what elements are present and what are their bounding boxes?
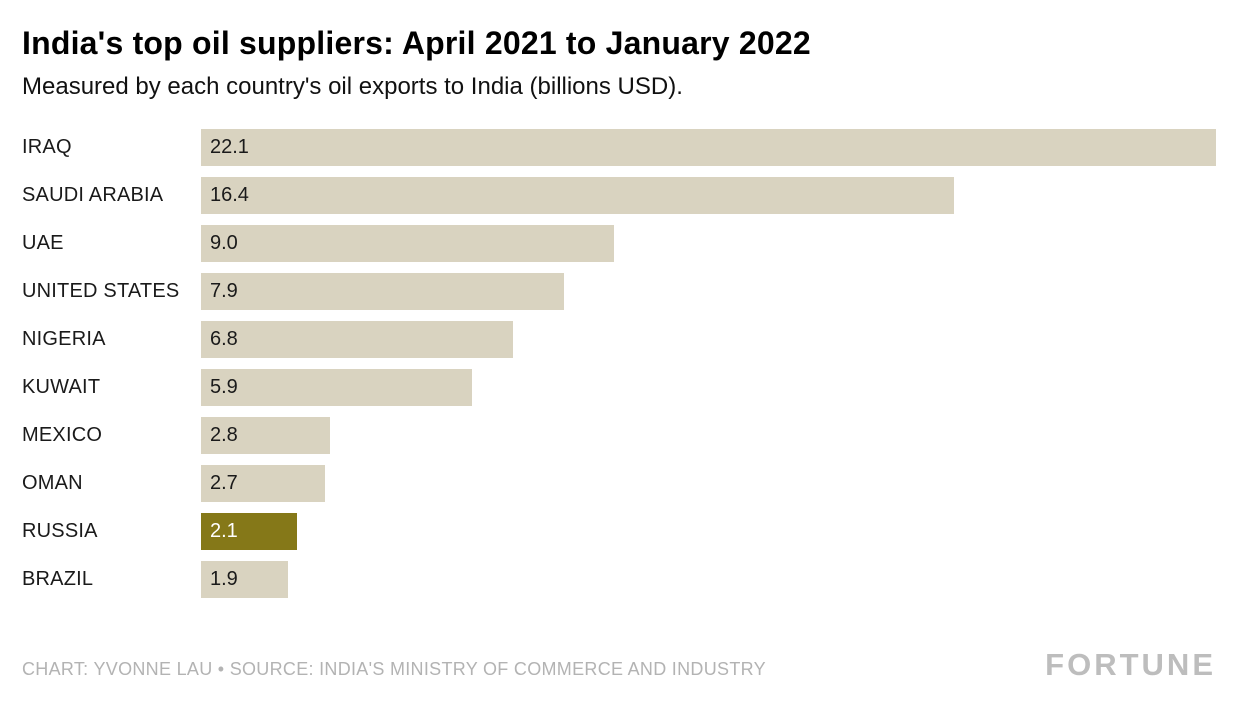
bar: 16.4 <box>201 176 955 214</box>
chart-subtitle: Measured by each country's oil exports t… <box>22 73 683 101</box>
bar: 7.9 <box>201 272 564 310</box>
bar-track: 2.8 <box>201 416 1216 454</box>
category-label: OMAN <box>22 471 83 494</box>
bar-track: 2.1 <box>201 512 1216 550</box>
bar: 5.9 <box>201 368 472 406</box>
category-label: RUSSIA <box>22 519 98 542</box>
chart-row: UAE 9.0 <box>22 219 1216 267</box>
category-label: UAE <box>22 231 64 254</box>
credit-line: CHART: YVONNE LAU • SOURCE: INDIA'S MINI… <box>22 659 766 679</box>
bar-track: 22.1 <box>201 128 1216 166</box>
bar-highlighted: 2.1 <box>201 512 298 550</box>
chart-row: OMAN 2.7 <box>22 459 1216 507</box>
value-label: 2.1 <box>210 519 238 542</box>
category-label: IRAQ <box>22 135 72 158</box>
bar-track: 16.4 <box>201 176 1216 214</box>
chart-row: SAUDI ARABIA 16.4 <box>22 171 1216 219</box>
category-label: MEXICO <box>22 423 103 446</box>
bar: 2.7 <box>201 464 325 502</box>
chart-row: KUWAIT 5.9 <box>22 363 1216 411</box>
bar: 9.0 <box>201 224 615 262</box>
category-label: NIGERIA <box>22 327 106 350</box>
chart-footer: CHART: YVONNE LAU • SOURCE: INDIA'S MINI… <box>22 649 1216 680</box>
chart-row: MEXICO 2.8 <box>22 411 1216 459</box>
bar-track: 1.9 <box>201 560 1216 598</box>
chart-row: UNITED STATES 7.9 <box>22 267 1216 315</box>
chart-title: India's top oil suppliers: April 2021 to… <box>22 25 811 61</box>
chart-row: RUSSIA 2.1 <box>22 507 1216 555</box>
bar-track: 9.0 <box>201 224 1216 262</box>
value-label: 6.8 <box>210 327 238 350</box>
chart-row: BRAZIL 1.9 <box>22 555 1216 603</box>
bar: 2.8 <box>201 416 330 454</box>
bar-chart: IRAQ 22.1 SAUDI ARABIA 16.4 UAE 9.0 UNITED STA… <box>22 123 1216 603</box>
value-label: 2.7 <box>210 471 238 494</box>
category-label: KUWAIT <box>22 375 101 398</box>
bar-track: 5.9 <box>201 368 1216 406</box>
value-label: 22.1 <box>210 135 249 158</box>
bar-track: 6.8 <box>201 320 1216 358</box>
chart-row: NIGERIA 6.8 <box>22 315 1216 363</box>
bar: 22.1 <box>201 128 1216 166</box>
value-label: 2.8 <box>210 423 238 446</box>
category-label: UNITED STATES <box>22 279 180 302</box>
category-label: SAUDI ARABIA <box>22 183 164 206</box>
chart-row: IRAQ 22.1 <box>22 123 1216 171</box>
chart-rows: IRAQ 22.1 SAUDI ARABIA 16.4 UAE 9.0 UNITED STA… <box>22 123 1216 603</box>
bar-track: 7.9 <box>201 272 1216 310</box>
value-label: 16.4 <box>210 183 249 206</box>
value-label: 7.9 <box>210 279 238 302</box>
value-label: 1.9 <box>210 567 238 590</box>
bar: 6.8 <box>201 320 514 358</box>
bar-track: 2.7 <box>201 464 1216 502</box>
fortune-logo: FORTUNE <box>1045 647 1216 682</box>
bar: 1.9 <box>201 560 289 598</box>
category-label: BRAZIL <box>22 567 94 590</box>
value-label: 5.9 <box>210 375 238 398</box>
value-label: 9.0 <box>210 231 238 254</box>
